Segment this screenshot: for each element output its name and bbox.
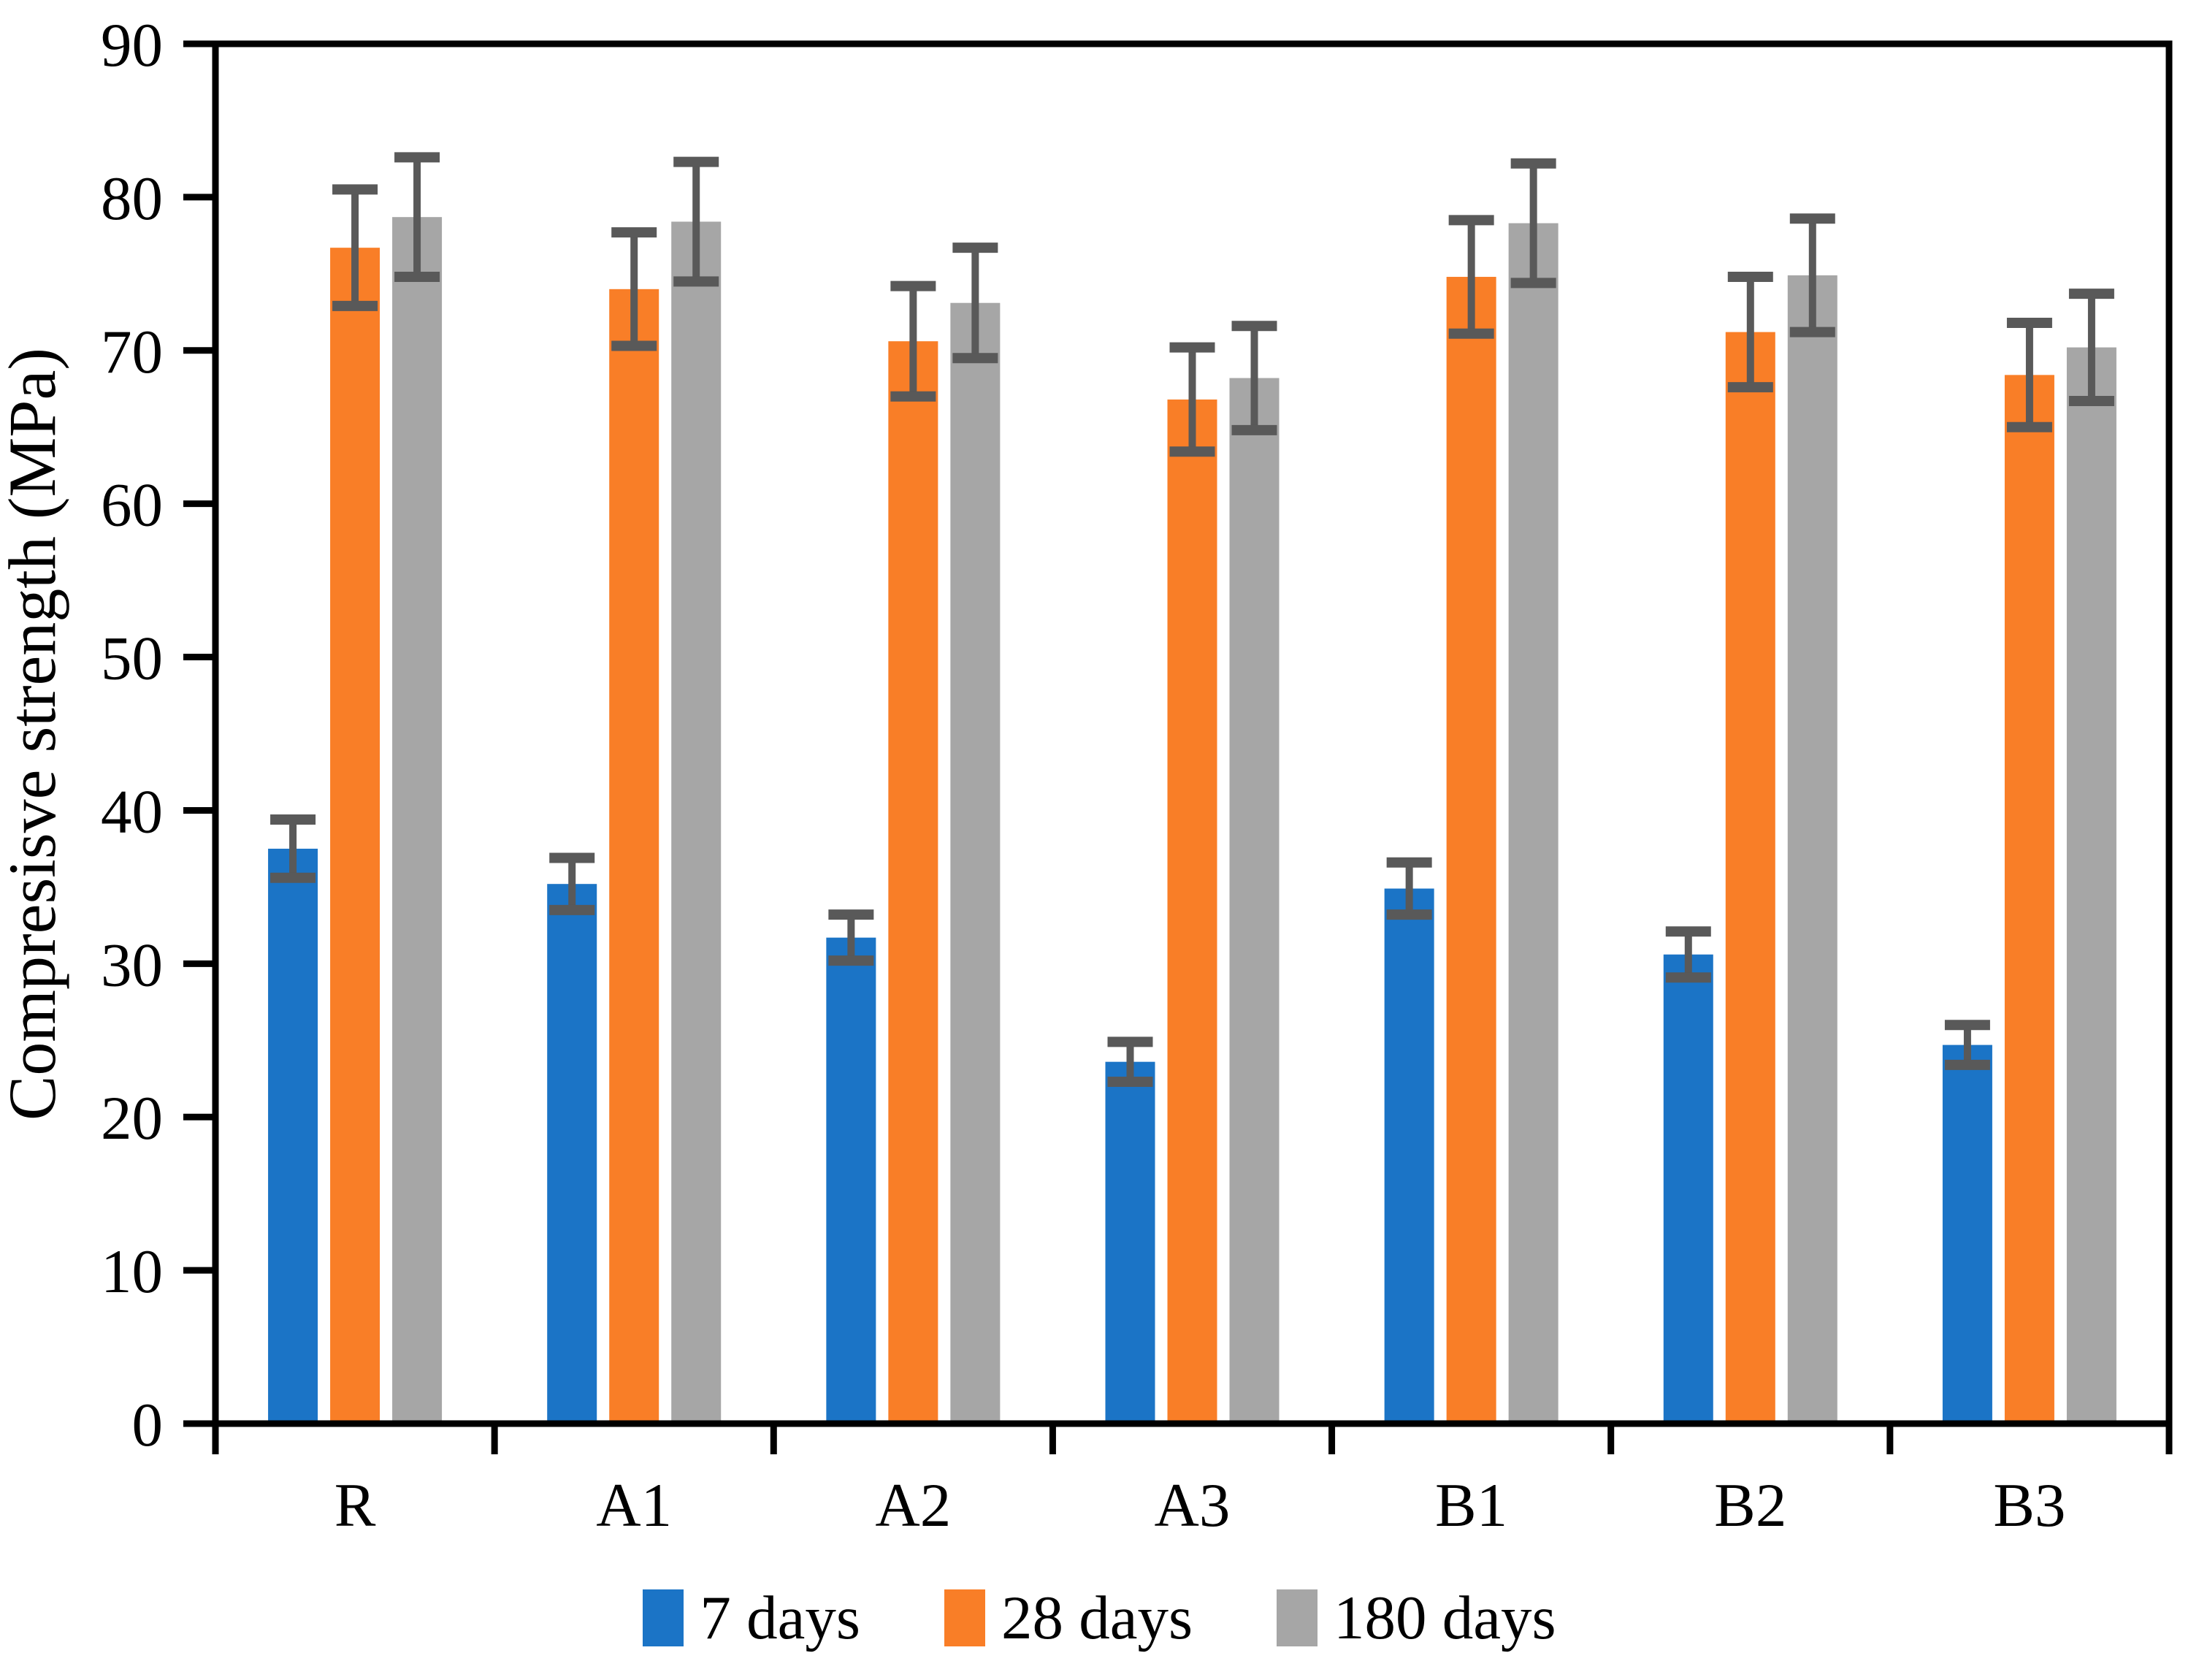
bar-7days-B3 [1942, 1045, 1992, 1424]
x-category-label-A3: A3 [1155, 1471, 1231, 1540]
bar-7days-A1 [547, 884, 597, 1424]
y-tick-label-80: 80 [101, 164, 163, 233]
legend-item-7days: 7 days [643, 1587, 860, 1649]
bar-28days-A1 [609, 289, 659, 1424]
legend-item-180days: 180 days [1277, 1587, 1556, 1649]
y-axis-title: Compresisve strength (MPa) [0, 348, 69, 1120]
bar-7days-R [268, 848, 318, 1424]
bar-180days-B1 [1508, 223, 1559, 1424]
bar-7days-A3 [1105, 1061, 1155, 1424]
y-tick-label-0: 0 [132, 1391, 164, 1459]
bar-28days-B1 [1446, 277, 1496, 1424]
x-category-label-B1: B1 [1435, 1471, 1507, 1540]
bar-28days-B2 [1725, 332, 1775, 1424]
y-tick-label-90: 90 [101, 11, 163, 80]
x-category-label-A1: A1 [596, 1471, 672, 1540]
chart-legend: 7 days 28 days 180 days [0, 1563, 2199, 1673]
y-tick-label-30: 30 [101, 931, 163, 999]
y-tick-label-10: 10 [101, 1237, 163, 1306]
legend-swatch-28days [944, 1589, 985, 1646]
bar-28days-A3 [1167, 399, 1217, 1424]
bar-180days-A2 [950, 302, 1001, 1424]
bar-28days-B3 [2004, 375, 2054, 1424]
legend-label-7days: 7 days [700, 1583, 860, 1652]
bar-7days-B2 [1663, 954, 1713, 1424]
bar-28days-R [330, 248, 380, 1424]
bar-28days-A2 [888, 341, 938, 1424]
x-category-label-R: R [334, 1471, 376, 1540]
bar-180days-A1 [671, 221, 722, 1424]
legend-swatch-180days [1277, 1589, 1318, 1646]
bar-180days-R [392, 217, 443, 1424]
y-tick-label-20: 20 [101, 1084, 163, 1153]
plot-border [212, 40, 2173, 1427]
bar-180days-B2 [1787, 275, 1837, 1424]
legend-swatch-7days [643, 1589, 684, 1646]
bar-180days-A3 [1229, 378, 1280, 1424]
x-category-label-B3: B3 [1993, 1471, 2065, 1540]
y-tick-label-70: 70 [101, 318, 163, 386]
legend-label-180days: 180 days [1334, 1583, 1556, 1652]
y-tick-label-40: 40 [101, 777, 163, 846]
x-category-label-A2: A2 [875, 1471, 951, 1540]
x-category-label-B2: B2 [1714, 1471, 1786, 1540]
bar-180days-B3 [2066, 347, 2116, 1424]
y-tick-label-60: 60 [101, 471, 163, 540]
plot-area: 0 10 20 30 40 50 60 70 80 90 R A1 A2 A3 B1 B2 B3 [101, 11, 2173, 1540]
legend-label-28days: 28 days [1001, 1583, 1193, 1652]
legend-item-28days: 28 days [944, 1587, 1193, 1649]
y-tick-label-50: 50 [101, 625, 163, 693]
bar-7days-A2 [826, 937, 876, 1424]
bar-7days-B1 [1384, 888, 1434, 1424]
